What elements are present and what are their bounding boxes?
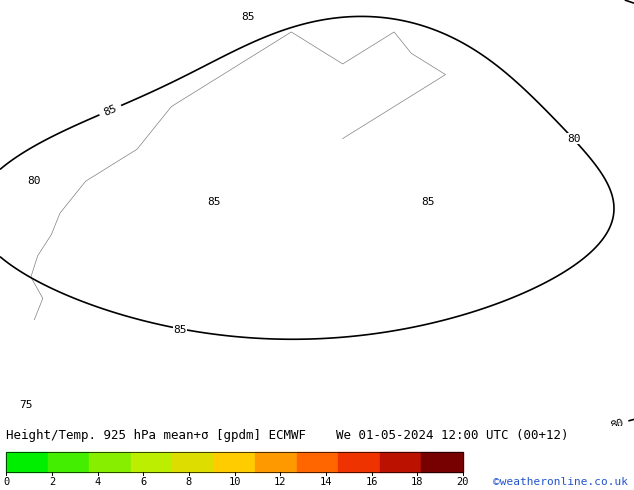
- Text: 75: 75: [19, 400, 32, 410]
- Text: 80: 80: [27, 176, 41, 186]
- Text: 10: 10: [228, 477, 241, 487]
- Text: 85: 85: [207, 197, 221, 207]
- Bar: [6, 452, 48, 472]
- Text: 0: 0: [3, 477, 10, 487]
- Bar: [48, 452, 89, 472]
- Text: 80: 80: [609, 417, 625, 431]
- Bar: [172, 452, 214, 472]
- Text: 85: 85: [102, 103, 119, 118]
- Text: 14: 14: [320, 477, 332, 487]
- Text: 85: 85: [173, 325, 186, 335]
- Text: 80: 80: [567, 134, 581, 144]
- Bar: [6, 452, 463, 472]
- Text: 18: 18: [411, 477, 424, 487]
- Bar: [89, 452, 131, 472]
- Bar: [339, 452, 380, 472]
- Text: 85: 85: [422, 197, 435, 207]
- Text: 20: 20: [456, 477, 469, 487]
- Text: 4: 4: [94, 477, 101, 487]
- Bar: [214, 452, 256, 472]
- Bar: [131, 452, 172, 472]
- Text: Height/Temp. 925 hPa mean+σ [gpdm] ECMWF    We 01-05-2024 12:00 UTC (00+12): Height/Temp. 925 hPa mean+σ [gpdm] ECMWF…: [6, 429, 569, 442]
- Text: 12: 12: [274, 477, 287, 487]
- Text: 6: 6: [140, 477, 146, 487]
- Text: 2: 2: [49, 477, 55, 487]
- Bar: [380, 452, 422, 472]
- Text: 8: 8: [186, 477, 192, 487]
- Text: ©weatheronline.co.uk: ©weatheronline.co.uk: [493, 477, 628, 487]
- Bar: [422, 452, 463, 472]
- Text: 85: 85: [242, 12, 256, 22]
- Bar: [297, 452, 339, 472]
- Bar: [256, 452, 297, 472]
- Text: 16: 16: [365, 477, 378, 487]
